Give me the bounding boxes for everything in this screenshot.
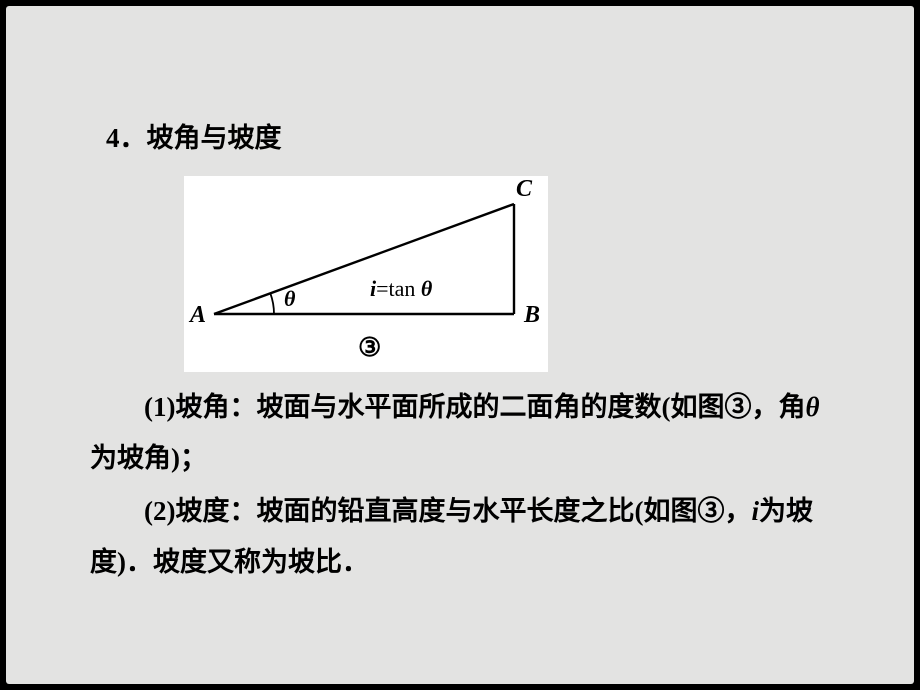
- vertex-label-b: B: [523, 302, 540, 328]
- triangle-path: [214, 204, 514, 314]
- vertex-label-c: C: [516, 176, 533, 202]
- theta-label: θ: [284, 286, 296, 311]
- para2-text-a: (2)坡度：坡面的铅直高度与水平长度之比(如图③，: [144, 496, 751, 526]
- para1-text-a: (1)坡角：坡面与水平面所成的二面角的度数(如图③，角: [144, 392, 805, 422]
- paragraph-1: (1)坡角：坡面与水平面所成的二面角的度数(如图③，角θ 为坡角)；: [90, 382, 842, 485]
- theta-arc: [270, 293, 274, 314]
- vertex-label-a: A: [188, 302, 206, 328]
- slide: 4．坡角与坡度 A B C θ i=tan θ ③ (1)坡角：坡: [6, 6, 914, 684]
- paragraph-2: (2)坡度：坡面的铅直高度与水平长度之比(如图③，i为坡度)．坡度又称为坡比．: [90, 486, 842, 589]
- triangle-figure: A B C θ i=tan θ ③: [184, 176, 548, 372]
- triangle-svg: A B C θ i=tan θ ③: [184, 176, 548, 372]
- section-heading: 4．坡角与坡度: [106, 116, 282, 155]
- figure-number: ③: [358, 333, 381, 362]
- formula-label: i=tan θ: [370, 276, 433, 301]
- para1-text-b: 为坡角)；: [90, 443, 207, 473]
- para2-i: i: [751, 496, 759, 526]
- para1-theta: θ: [805, 392, 819, 422]
